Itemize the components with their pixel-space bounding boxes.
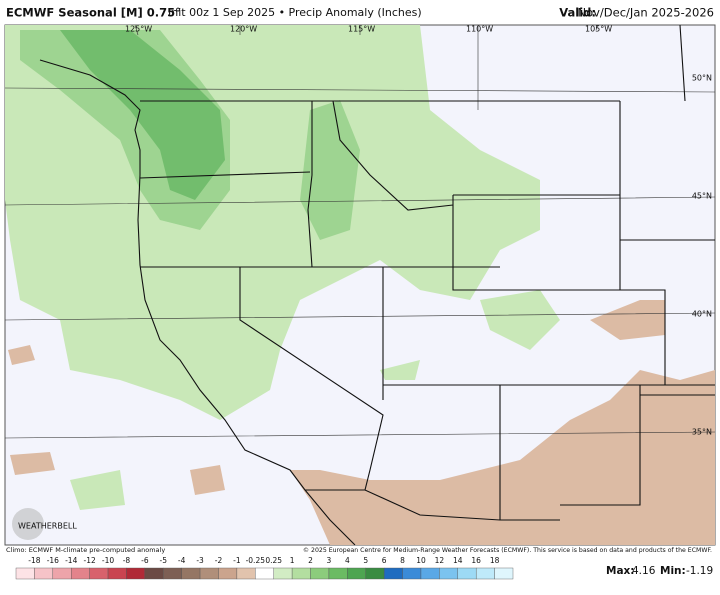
legend-swatch <box>34 567 54 580</box>
legend-label: 6 <box>382 556 387 565</box>
legend-label: 0.25 <box>265 556 282 565</box>
legend-swatch <box>347 567 366 580</box>
legend-label: 14 <box>453 556 463 565</box>
legend-label: 4 <box>345 556 350 565</box>
lon-label: 115°W <box>348 25 375 34</box>
max-label: Max: <box>606 565 635 577</box>
legend-label: -3 <box>196 556 204 565</box>
legend-swatch <box>365 567 385 580</box>
coastline <box>39 59 356 546</box>
graticule <box>4 24 716 439</box>
legend-swatch <box>236 567 256 580</box>
legend-swatch <box>163 567 182 580</box>
legend-swatch <box>199 567 219 580</box>
legend-label: -8 <box>123 556 131 565</box>
legend-label: -10 <box>102 556 114 565</box>
legend-label: 1 <box>290 556 295 565</box>
legend-swatch <box>402 567 422 580</box>
state-borders <box>139 24 715 521</box>
legend-swatch <box>144 567 164 580</box>
lon-label: 110°W <box>466 25 493 34</box>
legend-swatch <box>291 567 311 580</box>
subtitle: Init 00z 1 Sep 2025 • Precip Anomaly (In… <box>168 6 422 19</box>
legend-swatch <box>89 567 109 580</box>
legend-swatch <box>255 567 274 580</box>
legend-label: -18 <box>28 556 40 565</box>
lon-label: 120°W <box>230 25 257 34</box>
logo: WEATHERBELL <box>18 522 77 531</box>
legend-label: 8 <box>400 556 405 565</box>
legend-label: -4 <box>178 556 186 565</box>
legend-swatch <box>328 567 348 580</box>
legend-swatch <box>273 567 293 580</box>
legend-label: -16 <box>47 556 59 565</box>
logo-globe <box>12 508 44 540</box>
legend-label: 18 <box>490 556 500 565</box>
legend-swatch <box>310 567 330 580</box>
anomaly-tan <box>8 300 715 545</box>
legend-swatch <box>383 567 403 580</box>
legend-swatch <box>181 567 201 580</box>
legend-swatch <box>52 567 72 580</box>
legend-label: 3 <box>327 556 332 565</box>
legend-swatch <box>15 567 35 580</box>
title: ECMWF Seasonal [M] 0.75° <box>6 6 181 20</box>
legend-swatch <box>126 567 146 580</box>
legend-label: 16 <box>471 556 481 565</box>
legend-swatch <box>475 567 495 580</box>
legend-swatch <box>107 567 127 580</box>
legend-label: 12 <box>435 556 445 565</box>
lon-label: 125°W <box>125 25 152 34</box>
legend-swatch <box>457 567 477 580</box>
max-value: 4.16 <box>632 565 656 577</box>
legend-label: -5 <box>160 556 168 565</box>
legend-label: -0.25 <box>246 556 266 565</box>
min-value: -1.19 <box>686 565 713 577</box>
legend-label: 2 <box>308 556 313 565</box>
copyright: © 2025 European Centre for Medium-Range … <box>303 546 712 554</box>
legend-swatch <box>218 567 238 580</box>
legend-swatch <box>494 567 514 580</box>
valid-label: Valid: <box>559 6 596 20</box>
anomaly-dark <box>60 30 225 200</box>
legend-label: 10 <box>416 556 426 565</box>
lat-label: 50°N <box>692 74 712 83</box>
map: 125°W 120°W 115°W 110°W 105°W 50°N 45°N … <box>4 24 716 546</box>
legend: -18 -16 -14 -12 -10 -8 -6 -5 -4 -3 -2 -1 -0.25 0.25 1 2… <box>15 556 514 580</box>
min-label: Min: <box>660 565 686 577</box>
valid-value: Nov/Dec/Jan 2025-2026 <box>577 6 714 20</box>
lat-label: 45°N <box>692 192 712 201</box>
lat-label: 40°N <box>692 310 712 319</box>
climo-note: Climo: ECMWF M-climate pre-computed anom… <box>6 546 165 554</box>
legend-label: -6 <box>141 556 149 565</box>
legend-label: -14 <box>65 556 77 565</box>
legend-swatch <box>439 567 458 580</box>
legend-label: 5 <box>363 556 368 565</box>
anomaly-light <box>70 290 560 510</box>
lat-label: 35°N <box>692 428 712 437</box>
lon-label: 105°W <box>585 25 612 34</box>
legend-swatch <box>420 567 440 580</box>
legend-label: -1 <box>233 556 241 565</box>
legend-swatch <box>71 567 90 580</box>
legend-label: -12 <box>84 556 96 565</box>
legend-label: -2 <box>215 556 223 565</box>
